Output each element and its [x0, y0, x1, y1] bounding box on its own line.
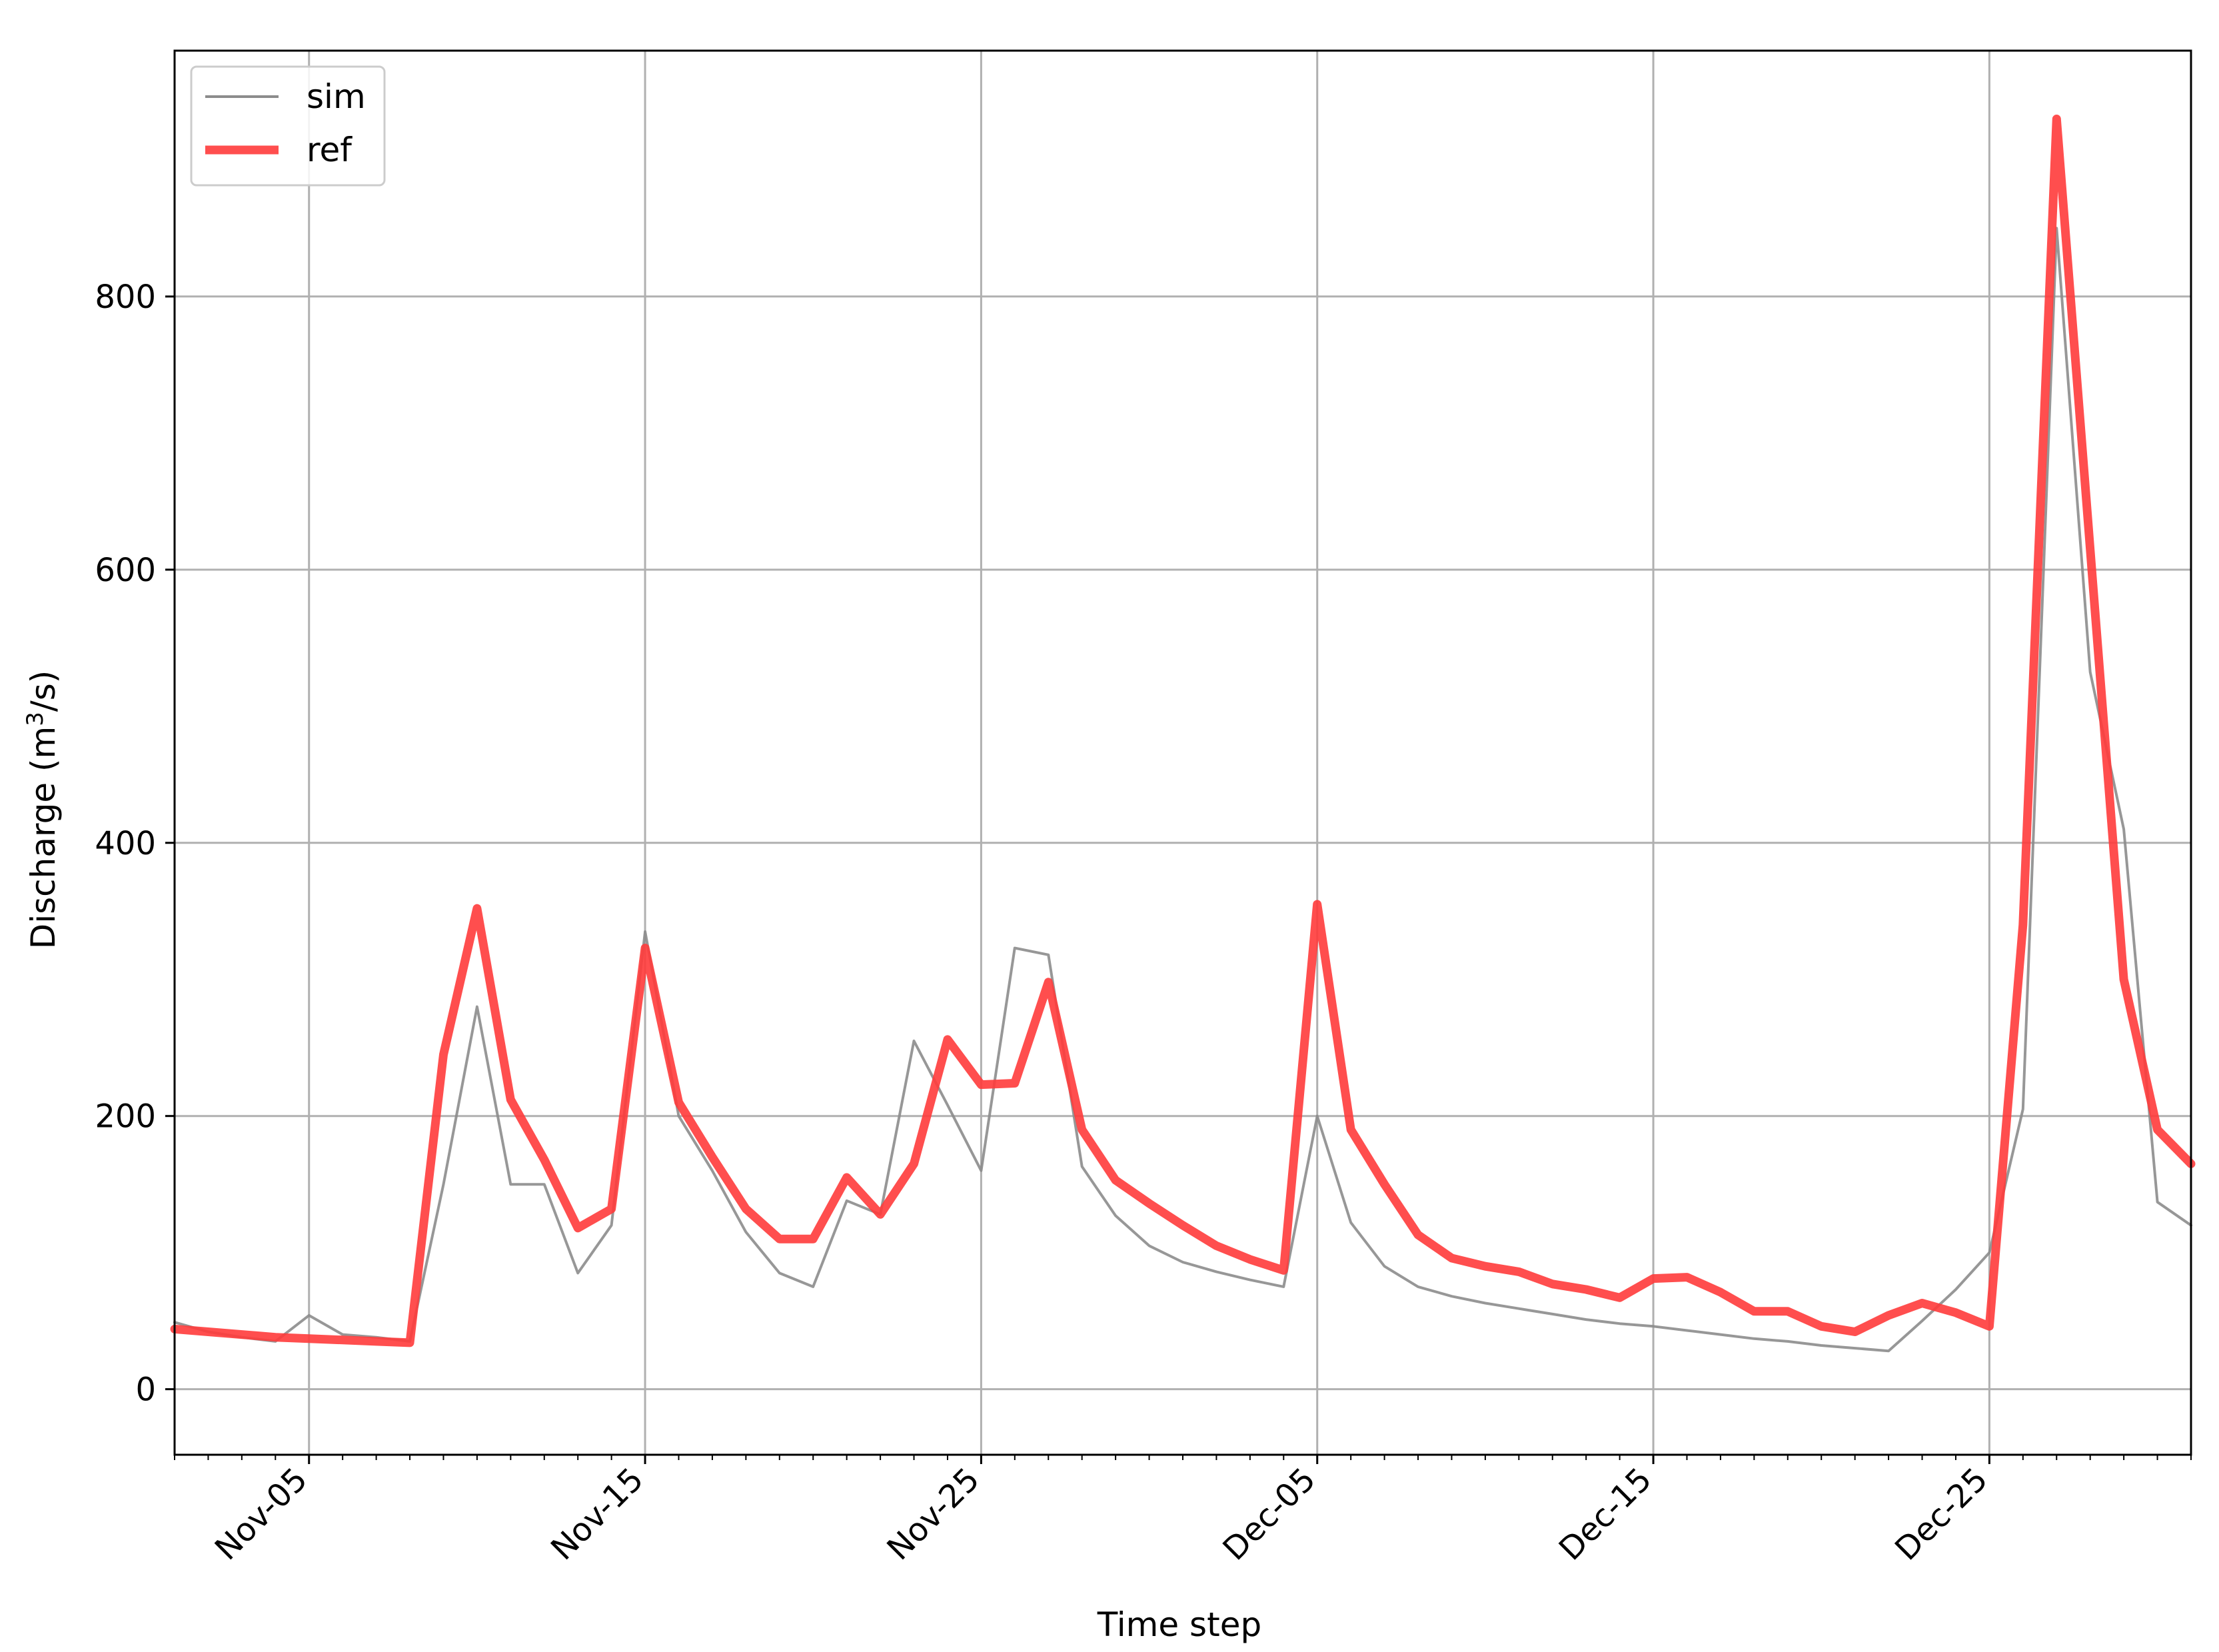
- series-lines: [170, 115, 2196, 1353]
- y-axis-label-superscript: 3: [22, 712, 49, 726]
- y-tick-label: 600: [95, 552, 156, 589]
- y-tick-label: 800: [95, 279, 156, 316]
- y-tick-label: 200: [95, 1098, 156, 1136]
- series-line-sim: [173, 227, 2192, 1353]
- x-axis-label: Time step: [1097, 1605, 1261, 1644]
- series-line-ref: [170, 115, 2196, 1347]
- y-axis-label-tail: /s): [24, 670, 63, 712]
- y-axis-label-main: Discharge (m: [24, 726, 63, 950]
- grid-lines: [175, 51, 2191, 1455]
- legend-sim-label: sim: [307, 77, 366, 116]
- y-tick-label: 0: [135, 1371, 156, 1409]
- legend: sim ref: [190, 65, 386, 187]
- y-axis-label: Discharge (m3/s): [22, 670, 63, 950]
- y-tick-label: 400: [95, 825, 156, 862]
- legend-ref-label: ref: [307, 131, 353, 169]
